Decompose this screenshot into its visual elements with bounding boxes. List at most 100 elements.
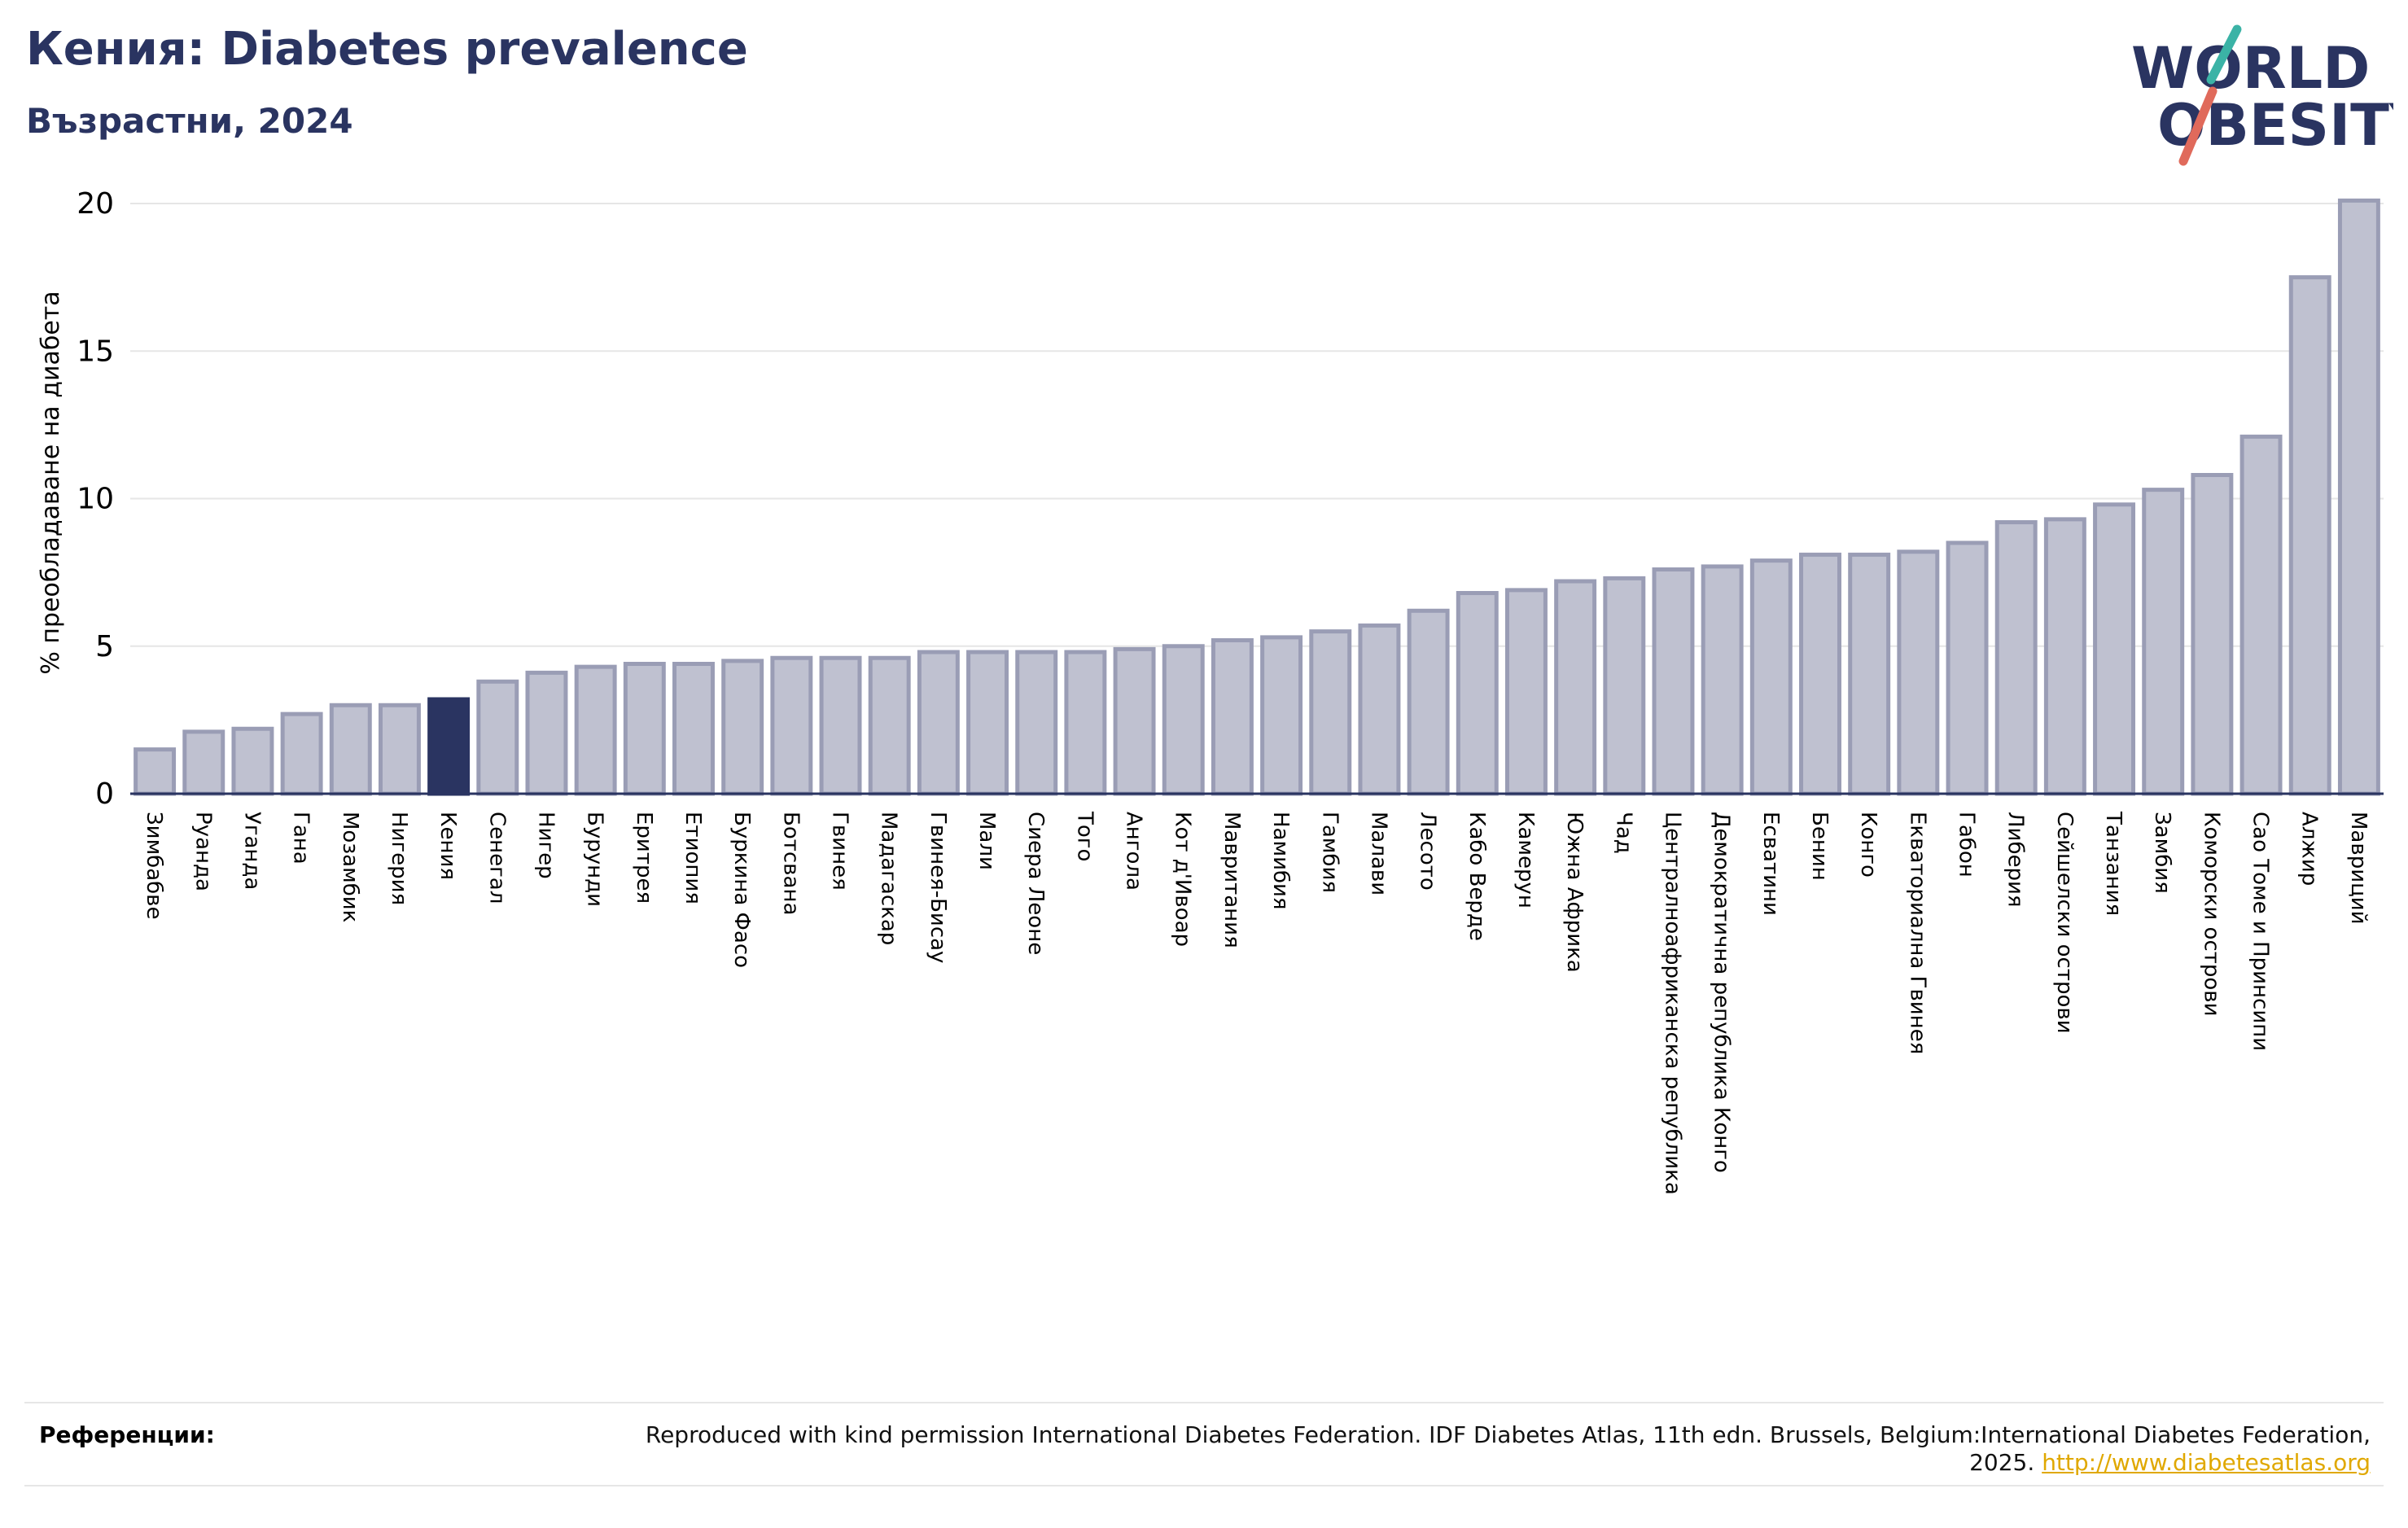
x-tick-label: Екваториална Гвинея: [1905, 812, 1929, 1054]
bar: [476, 679, 519, 796]
bar: [231, 726, 274, 796]
x-tick-label: Нигерия: [387, 812, 411, 905]
x-tick-label: Конго: [1856, 812, 1880, 878]
bar: [134, 747, 177, 796]
x-tick-label: Мавриций: [2346, 812, 2371, 925]
x-tick-label: Кот д'Ивоар: [1171, 812, 1195, 947]
x-tick-label: Ботсвана: [778, 812, 803, 915]
x-tick-label: Либерия: [2003, 812, 2028, 908]
bar: [1554, 579, 1597, 796]
references-text: Reproduced with kind permission Internat…: [580, 1421, 2371, 1477]
x-tick-label: Сиера Леоне: [1023, 812, 1048, 955]
x-tick-label: Гвинея-Бисау: [926, 812, 950, 963]
x-tick-label: Алжир: [2297, 812, 2322, 886]
x-tick-label: Габон: [1955, 812, 1979, 878]
y-tick-label: 20: [77, 187, 114, 221]
x-tick-label: Коморски острови: [2199, 812, 2223, 1017]
x-tick-label: Гамбия: [1317, 812, 1342, 893]
x-tick-label: Етиопия: [681, 812, 705, 904]
bar: [182, 729, 225, 796]
bar: [819, 655, 862, 796]
bar: [1749, 558, 1793, 796]
bar: [280, 711, 323, 796]
x-tick-label: Камерун: [1513, 812, 1538, 908]
bar: [1848, 552, 1891, 796]
x-tick-label: Буркина Фасо: [729, 812, 754, 968]
world-obesity-logo: WORLD OBESITY: [2131, 24, 2393, 166]
bar: [378, 703, 421, 796]
bar: [672, 662, 715, 796]
bar: [1015, 650, 1058, 796]
bars: [134, 198, 2380, 796]
bar: [1799, 552, 1841, 796]
y-axis-label: % преобладаване на диабета: [37, 291, 65, 674]
bar: [1456, 591, 1499, 796]
bar: [1407, 608, 1450, 796]
bar: [2239, 434, 2283, 796]
x-tick-label: Танзания: [2101, 811, 2126, 916]
bar: [1897, 549, 1940, 796]
x-tick-label: Мали: [974, 812, 999, 870]
x-tick-label: Сао Томе и Принсипи: [2248, 812, 2273, 1051]
bar: [1211, 638, 1254, 796]
bar: [2043, 517, 2086, 796]
page-title: Кения: Diabetes prevalence: [26, 23, 748, 76]
x-tick-label: Нигер: [533, 812, 558, 879]
bar: [721, 659, 764, 796]
bar: [329, 703, 372, 796]
y-tick-label: 15: [77, 335, 114, 368]
x-tick-label: Ангола: [1122, 812, 1146, 891]
x-tick-label: Руанда: [190, 812, 215, 891]
bar: [1994, 520, 2038, 796]
bar: [1358, 623, 1401, 796]
page-subtitle: Възрастни, 2024: [26, 101, 353, 141]
x-tick-label: Есватини: [1758, 812, 1783, 916]
x-tick-label: Еритрея: [632, 812, 656, 904]
x-tick-label: Гвинея: [828, 812, 852, 891]
x-tick-label: Лесото: [1416, 812, 1440, 891]
logo-slash-coral: [2178, 86, 2218, 166]
bar: [2288, 275, 2331, 796]
x-tick-label: Сенегал: [484, 812, 509, 904]
bar: [427, 697, 471, 796]
bar: [2337, 198, 2380, 796]
x-tick-label: Намибия: [1268, 812, 1293, 910]
x-tick-label: Чад: [1611, 812, 1635, 854]
bar: [1652, 567, 1695, 796]
bar: [2142, 488, 2185, 796]
bar: [1113, 646, 1156, 796]
bar: [966, 650, 1009, 796]
x-tick-label: Бенин: [1807, 812, 1832, 881]
references-label: Референции:: [39, 1421, 215, 1448]
x-tick-label: Кения: [436, 812, 460, 880]
x-tick-label: Мадагаскар: [877, 812, 901, 945]
bar: [623, 662, 666, 796]
bar: [868, 655, 911, 796]
bar: [1162, 644, 1205, 796]
x-tick-label: Замбия: [2150, 812, 2174, 894]
references-footer: Референции: Reproduced with kind permiss…: [24, 1402, 2384, 1486]
bar: [917, 650, 960, 796]
bar: [574, 664, 617, 796]
bar: [2191, 473, 2234, 796]
logo-slash-teal: [2206, 24, 2242, 85]
y-axis-ticks: 0 5 10 15 20: [77, 187, 114, 811]
x-tick-label: Южна Африка: [1562, 812, 1587, 973]
bar: [1309, 629, 1352, 796]
bar: [1260, 635, 1303, 796]
x-tick-label: Уганда: [239, 812, 264, 890]
bar: [1064, 650, 1107, 796]
y-tick-label: 0: [95, 777, 114, 811]
bar: [1946, 541, 1989, 796]
references-citation: Reproduced with kind permission Internat…: [645, 1421, 2371, 1476]
bar: [770, 655, 813, 796]
x-tick-label: Кабо Верде: [1465, 812, 1489, 941]
x-tick-label: Сейшелски острови: [2052, 812, 2077, 1034]
bar: [2093, 502, 2136, 796]
bar: [1701, 564, 1744, 796]
references-link[interactable]: http://www.diabetesatlas.org: [2042, 1449, 2371, 1476]
y-tick-label: 10: [77, 483, 114, 516]
x-tick-label: Малави: [1366, 812, 1390, 895]
x-tick-label: Гана: [289, 812, 313, 865]
x-tick-label: Мозамбик: [338, 812, 362, 922]
